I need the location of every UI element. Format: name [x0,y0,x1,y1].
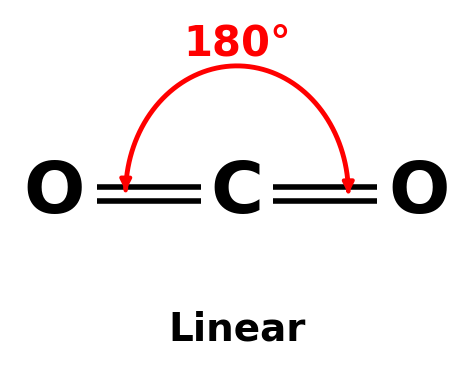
Text: O: O [389,160,450,228]
Text: 180°: 180° [183,23,291,65]
Text: C: C [210,160,264,228]
Text: Linear: Linear [168,310,306,348]
Text: O: O [24,160,85,228]
